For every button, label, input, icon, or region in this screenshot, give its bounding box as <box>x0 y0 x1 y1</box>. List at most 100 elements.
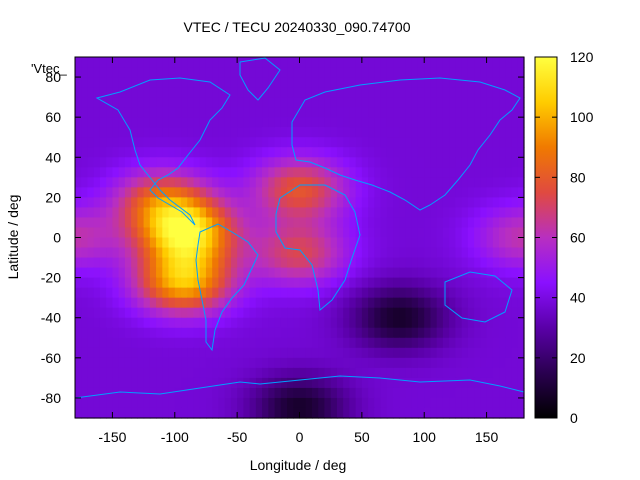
heatmap-cell <box>455 387 463 399</box>
heatmap-cell <box>131 227 138 239</box>
heatmap-cell <box>436 257 444 269</box>
heatmap-cell <box>287 327 294 339</box>
heatmap-cell <box>262 107 269 118</box>
heatmap-cell <box>124 127 132 138</box>
heatmap-cell <box>486 307 494 319</box>
heatmap-cell <box>336 357 344 369</box>
heatmap-cell <box>262 267 269 279</box>
heatmap-cell <box>224 407 232 419</box>
heatmap-cell <box>255 387 263 399</box>
heatmap-cell <box>99 327 107 339</box>
heatmap-cell <box>106 187 114 198</box>
heatmap-cell <box>75 77 82 88</box>
heatmap-cell <box>449 187 457 198</box>
heatmap-cell <box>380 187 388 198</box>
heatmap-cell <box>156 167 163 178</box>
heatmap-cell <box>305 187 313 198</box>
heatmap-cell <box>131 297 138 309</box>
heatmap-cell <box>230 227 238 239</box>
heatmap-cell <box>224 257 232 269</box>
heatmap-cell <box>405 117 413 128</box>
heatmap-cell <box>81 67 89 78</box>
heatmap-cell <box>492 157 500 168</box>
heatmap-cell <box>374 97 382 108</box>
heatmap-cell <box>517 177 525 188</box>
heatmap-cell <box>118 147 126 158</box>
heatmap-cell <box>417 217 425 229</box>
heatmap-cell <box>455 247 463 259</box>
heatmap-cell <box>324 337 332 349</box>
heatmap-cell <box>467 107 475 118</box>
heatmap-cell <box>162 307 170 319</box>
heatmap-cell <box>243 157 251 168</box>
heatmap-cell <box>149 77 157 88</box>
heatmap-cell <box>106 407 114 419</box>
heatmap-cell <box>99 247 107 259</box>
heatmap-cell <box>343 317 350 329</box>
heatmap-cell <box>486 127 494 138</box>
heatmap-cell <box>274 237 282 249</box>
heatmap-cell <box>212 197 220 209</box>
heatmap-cell <box>224 77 232 88</box>
heatmap-cell <box>299 327 307 339</box>
heatmap-cell <box>168 177 176 188</box>
heatmap-cell <box>368 247 375 259</box>
heatmap-cell <box>417 307 425 319</box>
heatmap-cell <box>99 137 107 148</box>
heatmap-cell <box>399 307 407 319</box>
heatmap-cell <box>255 77 263 88</box>
heatmap-cell <box>99 87 107 98</box>
heatmap-cell <box>318 157 326 168</box>
heatmap-cell <box>474 367 481 379</box>
heatmap-cell <box>262 167 269 178</box>
heatmap-cell <box>474 67 481 78</box>
heatmap-cell <box>75 287 82 299</box>
heatmap-cell <box>305 57 313 68</box>
heatmap-cell <box>336 197 344 209</box>
heatmap-cell <box>249 257 257 269</box>
heatmap-cell <box>336 337 344 349</box>
heatmap-cell <box>442 187 450 198</box>
heatmap-cell <box>75 227 82 239</box>
heatmap-cell <box>449 177 457 188</box>
heatmap-cell <box>268 277 276 289</box>
heatmap-cell <box>93 337 101 349</box>
heatmap-cell <box>193 147 201 158</box>
heatmap-cell <box>293 327 301 339</box>
heatmap-cell <box>474 337 481 349</box>
heatmap-cell <box>486 67 494 78</box>
heatmap-cell <box>311 157 319 168</box>
heatmap-cell <box>380 387 388 399</box>
heatmap-cell <box>230 77 238 88</box>
heatmap-cell <box>492 377 500 389</box>
heatmap-cell <box>380 247 388 259</box>
heatmap-cell <box>311 257 319 269</box>
heatmap-cell <box>393 87 400 98</box>
x-tick-label: -50 <box>227 429 247 445</box>
heatmap-cell <box>293 77 301 88</box>
heatmap-cell <box>75 307 82 319</box>
heatmap-cell <box>417 127 425 138</box>
heatmap-cell <box>218 177 226 188</box>
heatmap-cell <box>243 177 251 188</box>
heatmap-cell <box>249 317 257 329</box>
heatmap-cell <box>181 297 188 309</box>
heatmap-cell <box>355 67 363 78</box>
heatmap-cell <box>305 77 313 88</box>
heatmap-cell <box>243 377 251 389</box>
heatmap-cell <box>305 347 313 359</box>
heatmap-cell <box>255 97 263 108</box>
heatmap-cell <box>106 337 114 349</box>
heatmap-cell <box>511 197 519 209</box>
heatmap-cell <box>187 177 195 188</box>
heatmap-cell <box>405 227 413 239</box>
heatmap-cell <box>461 277 469 289</box>
heatmap-cell <box>237 387 244 399</box>
heatmap-cell <box>449 257 457 269</box>
heatmap-cell <box>187 407 195 419</box>
heatmap-cell <box>112 327 120 339</box>
heatmap-cell <box>330 257 338 269</box>
heatmap-cell <box>287 317 294 329</box>
heatmap-cell <box>517 287 525 299</box>
heatmap-cell <box>480 57 488 68</box>
